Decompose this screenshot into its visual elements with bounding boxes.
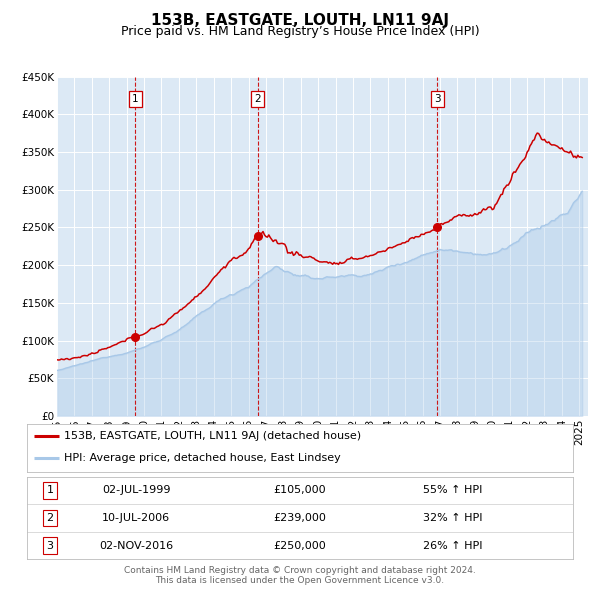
Text: 3: 3: [434, 94, 440, 104]
Text: 02-NOV-2016: 02-NOV-2016: [99, 540, 173, 550]
Text: 153B, EASTGATE, LOUTH, LN11 9AJ (detached house): 153B, EASTGATE, LOUTH, LN11 9AJ (detache…: [64, 431, 361, 441]
Text: 10-JUL-2006: 10-JUL-2006: [102, 513, 170, 523]
Text: £250,000: £250,000: [274, 540, 326, 550]
Text: 02-JUL-1999: 02-JUL-1999: [102, 486, 170, 496]
Text: 26% ↑ HPI: 26% ↑ HPI: [423, 540, 482, 550]
Text: 2: 2: [46, 513, 53, 523]
Text: HPI: Average price, detached house, East Lindsey: HPI: Average price, detached house, East…: [64, 453, 341, 463]
Text: Contains HM Land Registry data © Crown copyright and database right 2024.: Contains HM Land Registry data © Crown c…: [124, 566, 476, 575]
Text: 2: 2: [254, 94, 261, 104]
Text: 1: 1: [46, 486, 53, 496]
Text: £239,000: £239,000: [274, 513, 326, 523]
Text: £105,000: £105,000: [274, 486, 326, 496]
Text: 55% ↑ HPI: 55% ↑ HPI: [423, 486, 482, 496]
Text: 3: 3: [46, 540, 53, 550]
Text: Price paid vs. HM Land Registry’s House Price Index (HPI): Price paid vs. HM Land Registry’s House …: [121, 25, 479, 38]
Text: 32% ↑ HPI: 32% ↑ HPI: [423, 513, 482, 523]
Text: 1: 1: [132, 94, 139, 104]
Text: This data is licensed under the Open Government Licence v3.0.: This data is licensed under the Open Gov…: [155, 576, 445, 585]
Text: 153B, EASTGATE, LOUTH, LN11 9AJ: 153B, EASTGATE, LOUTH, LN11 9AJ: [151, 13, 449, 28]
